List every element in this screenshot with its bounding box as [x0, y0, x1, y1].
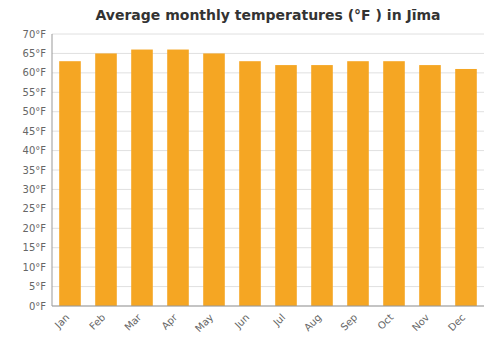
- y-tick-label: 70°F: [23, 29, 47, 40]
- x-tick-label: Dec: [446, 312, 467, 333]
- bar: [59, 61, 81, 306]
- bar: [203, 53, 225, 306]
- x-tick-label: Feb: [87, 312, 107, 332]
- y-tick-label: 40°F: [23, 145, 47, 156]
- x-tick-labels: Jan Feb Mar Apr May Jun Jul Aug Sep Oct Nov Dec: [52, 311, 467, 334]
- x-tick-label: May: [193, 312, 215, 334]
- x-tick-label: Apr: [159, 311, 180, 332]
- chart-svg: Average monthly temperatures (°F ) in Jī…: [0, 0, 500, 350]
- x-tick-label: Mar: [122, 311, 144, 333]
- y-tick-label: 30°F: [23, 184, 47, 195]
- y-grid: [52, 34, 484, 306]
- x-tick-label: Sep: [338, 312, 359, 333]
- bar: [455, 69, 477, 306]
- y-tick-labels: 0°F 5°F 10°F 15°F 20°F 25°F 30°F 35°F 40°F 45°F 50…: [23, 29, 47, 312]
- x-tick-label: Jul: [270, 312, 287, 329]
- bar: [275, 65, 297, 306]
- x-tick-label: Oct: [375, 312, 395, 332]
- y-tick-label: 65°F: [23, 48, 47, 59]
- x-axis-line: [52, 306, 484, 307]
- bar: [131, 50, 153, 306]
- y-tick-label: 5°F: [29, 281, 46, 292]
- bars: [59, 50, 477, 306]
- bar: [419, 65, 441, 306]
- y-tick-label: 35°F: [23, 165, 47, 176]
- y-tick-label: 10°F: [23, 262, 47, 273]
- bar: [95, 53, 117, 306]
- y-tick-label: 20°F: [23, 223, 47, 234]
- grid-line: [52, 34, 484, 35]
- chart-title: Average monthly temperatures (°F ) in Jī…: [95, 7, 440, 23]
- y-tick-label: 25°F: [23, 203, 47, 214]
- bar: [383, 61, 405, 306]
- bar: [239, 61, 261, 306]
- y-tick-label: 45°F: [23, 126, 47, 137]
- y-axis-line: [52, 34, 53, 306]
- y-tick-label: 55°F: [23, 87, 47, 98]
- grid-line: [52, 53, 484, 54]
- y-tick-label: 50°F: [23, 106, 47, 117]
- grid-line: [52, 306, 484, 307]
- y-tick-label: 15°F: [23, 242, 47, 253]
- y-tick-label: 0°F: [29, 301, 46, 312]
- x-tick-label: Aug: [302, 312, 324, 334]
- chart-container: Average monthly temperatures (°F ) in Jī…: [0, 0, 500, 350]
- x-tick-label: Jun: [232, 312, 252, 332]
- x-tick-label: Jan: [52, 312, 71, 331]
- bar: [167, 50, 189, 306]
- bar: [347, 61, 369, 306]
- x-tick-label: Nov: [410, 312, 432, 334]
- y-tick-label: 60°F: [23, 67, 47, 78]
- bar: [311, 65, 333, 306]
